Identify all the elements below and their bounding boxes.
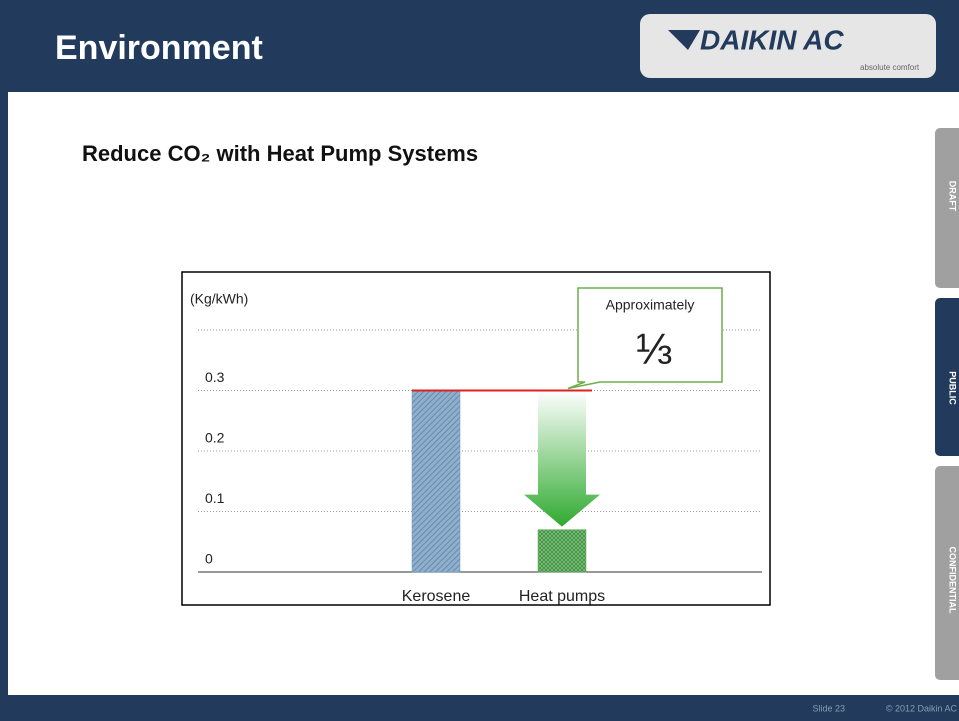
logo-mark <box>668 30 700 50</box>
header-title: Environment <box>55 29 263 67</box>
subtitle: Reduce CO₂ with Heat Pump Systems <box>82 141 478 166</box>
tab <box>935 466 959 680</box>
callout <box>567 287 723 390</box>
x-tick-label: Kerosene <box>402 588 471 605</box>
y-axis-label: (Kg/kWh) <box>190 291 248 307</box>
tab-label: PUBLIC <box>948 371 958 405</box>
x-tick-label: Heat pumps <box>519 588 605 605</box>
tab <box>935 128 959 288</box>
bar <box>537 529 587 573</box>
tab-label: DRAFT <box>948 181 958 212</box>
bar <box>411 390 461 573</box>
footer-slide: Slide 23 <box>812 703 845 713</box>
footer-copyright: © 2012 Daikin AC <box>886 703 958 713</box>
logo-name: DAIKIN AC <box>700 24 844 55</box>
logo-box <box>640 14 936 78</box>
y-tick-label: 0.1 <box>205 490 225 506</box>
logo-tagline: absolute comfort <box>860 63 920 72</box>
y-tick-label: 0.2 <box>205 430 225 446</box>
callout-text: Approximately <box>606 297 695 313</box>
tab-label: CONFIDENTIAL <box>948 547 958 614</box>
y-tick-label: 0 <box>205 551 213 567</box>
y-tick-label: 0.3 <box>205 369 225 385</box>
tab <box>935 298 959 456</box>
left-border <box>0 0 8 721</box>
reduction-arrow <box>524 390 600 527</box>
callout-fraction: ⅓ <box>636 325 673 374</box>
footer-bar <box>0 695 959 721</box>
